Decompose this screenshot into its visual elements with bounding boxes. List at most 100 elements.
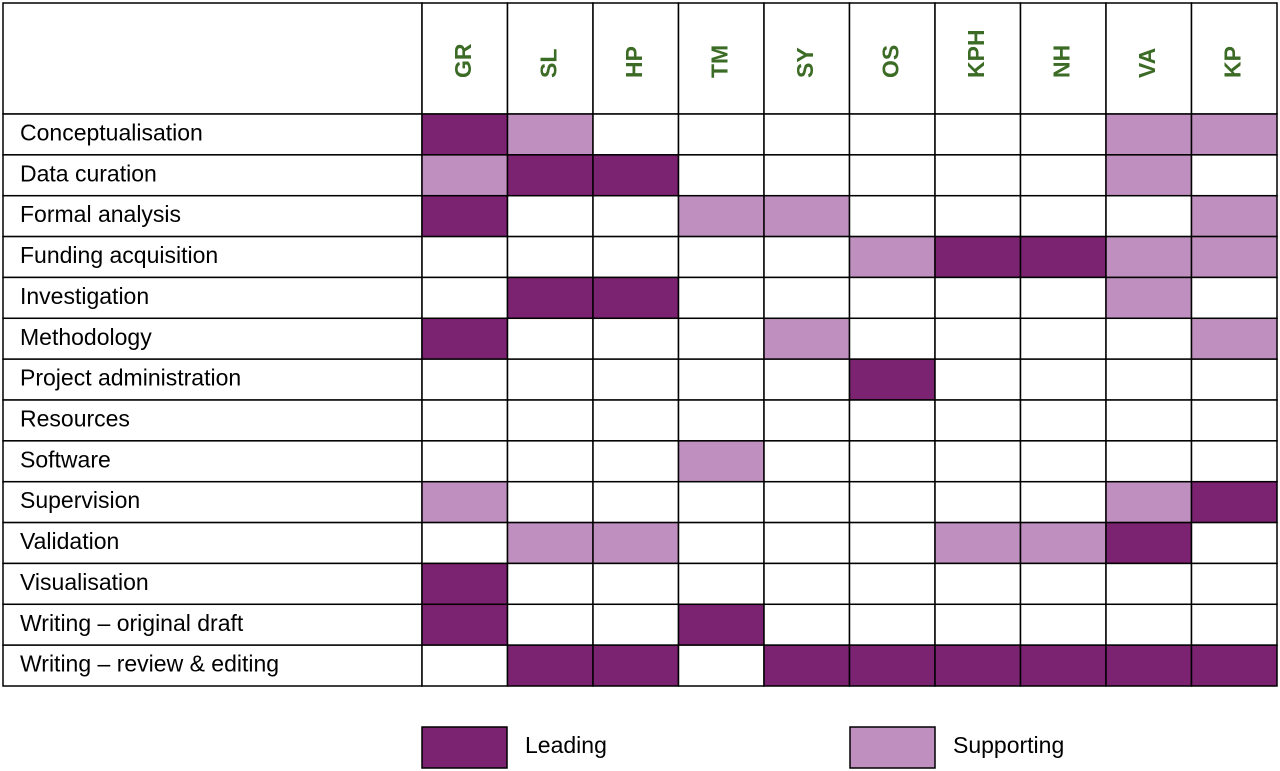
- row-label: Supervision: [20, 487, 140, 513]
- role-cell: [848, 644, 936, 687]
- column-label: SY: [792, 47, 818, 78]
- empty-cell: [677, 562, 765, 606]
- role-cell: [677, 194, 765, 238]
- empty-cell: [934, 562, 1022, 606]
- header-cell: [1190, 2, 1278, 115]
- empty-cell: [848, 521, 936, 565]
- empty-cell: [506, 399, 594, 442]
- role-cell: [421, 154, 509, 197]
- empty-cell: [506, 603, 594, 646]
- empty-cell: [763, 235, 851, 279]
- empty-cell: [934, 276, 1022, 320]
- empty-cell: [1190, 399, 1278, 442]
- legend-label: Leading: [525, 732, 607, 758]
- role-cell: [1190, 194, 1278, 238]
- empty-cell: [763, 603, 851, 646]
- column-label: SL: [535, 49, 561, 78]
- role-cell: [421, 113, 509, 156]
- empty-cell: [934, 603, 1022, 646]
- empty-cell: [1105, 194, 1193, 238]
- header-cell: [506, 2, 594, 115]
- empty-cell: [677, 276, 765, 320]
- role-cell: [1105, 644, 1193, 687]
- empty-cell: [677, 521, 765, 565]
- empty-cell: [677, 113, 765, 156]
- empty-cell: [848, 603, 936, 646]
- empty-cell: [1105, 562, 1193, 606]
- empty-cell: [1019, 317, 1107, 360]
- header-cell: [677, 2, 765, 115]
- empty-cell: [1019, 399, 1107, 442]
- empty-cell: [421, 644, 509, 687]
- role-cell: [763, 317, 851, 360]
- role-cell: [592, 521, 680, 565]
- empty-cell: [1019, 194, 1107, 238]
- empty-cell: [1190, 440, 1278, 483]
- role-cell: [1105, 154, 1193, 197]
- empty-cell: [506, 562, 594, 606]
- role-cell: [934, 644, 1022, 687]
- column-label: GR: [450, 43, 476, 78]
- role-cell: [1190, 480, 1278, 524]
- empty-cell: [506, 317, 594, 360]
- empty-cell: [848, 113, 936, 156]
- empty-cell: [1190, 154, 1278, 197]
- empty-cell: [763, 358, 851, 401]
- row-label: Investigation: [20, 283, 149, 309]
- row-header-cell: [2, 235, 423, 279]
- role-cell: [848, 235, 936, 279]
- role-cell: [1190, 113, 1278, 156]
- empty-cell: [1190, 562, 1278, 606]
- empty-cell: [677, 358, 765, 401]
- empty-cell: [1190, 276, 1278, 320]
- empty-cell: [421, 276, 509, 320]
- column-label: VA: [1134, 48, 1160, 78]
- header-cell: [421, 2, 509, 115]
- empty-cell: [1105, 440, 1193, 483]
- row-label: Data curation: [20, 160, 157, 186]
- role-cell: [506, 276, 594, 320]
- empty-cell: [934, 480, 1022, 524]
- role-cell: [506, 113, 594, 156]
- role-cell: [763, 194, 851, 238]
- role-cell: [1105, 480, 1193, 524]
- row-label: Funding acquisition: [20, 242, 218, 268]
- empty-cell: [506, 440, 594, 483]
- empty-cell: [506, 194, 594, 238]
- row-header-cell: [2, 562, 423, 606]
- empty-cell: [763, 521, 851, 565]
- empty-cell: [1190, 603, 1278, 646]
- empty-cell: [677, 235, 765, 279]
- role-cell: [1105, 521, 1193, 565]
- empty-cell: [592, 194, 680, 238]
- role-cell: [592, 276, 680, 320]
- row-label: Software: [20, 446, 111, 472]
- role-cell: [592, 644, 680, 687]
- empty-cell: [506, 235, 594, 279]
- empty-cell: [763, 562, 851, 606]
- empty-cell: [1190, 358, 1278, 401]
- empty-cell: [592, 480, 680, 524]
- role-cell: [848, 358, 936, 401]
- row-label: Visualisation: [20, 569, 149, 595]
- empty-cell: [592, 317, 680, 360]
- role-cell: [506, 521, 594, 565]
- role-cell: [1190, 317, 1278, 360]
- empty-cell: [1019, 358, 1107, 401]
- column-label: KP: [1219, 46, 1245, 78]
- empty-cell: [1019, 276, 1107, 320]
- row-label: Formal analysis: [20, 201, 181, 227]
- empty-cell: [1019, 440, 1107, 483]
- row-label: Validation: [20, 528, 119, 554]
- role-cell: [421, 562, 509, 606]
- empty-cell: [934, 358, 1022, 401]
- row-label: Resources: [20, 406, 130, 432]
- empty-cell: [1019, 154, 1107, 197]
- empty-cell: [848, 480, 936, 524]
- role-cell: [506, 154, 594, 197]
- role-cell: [592, 154, 680, 197]
- row-label: Conceptualisation: [20, 120, 203, 146]
- empty-cell: [934, 317, 1022, 360]
- empty-cell: [848, 154, 936, 197]
- role-cell: [421, 194, 509, 238]
